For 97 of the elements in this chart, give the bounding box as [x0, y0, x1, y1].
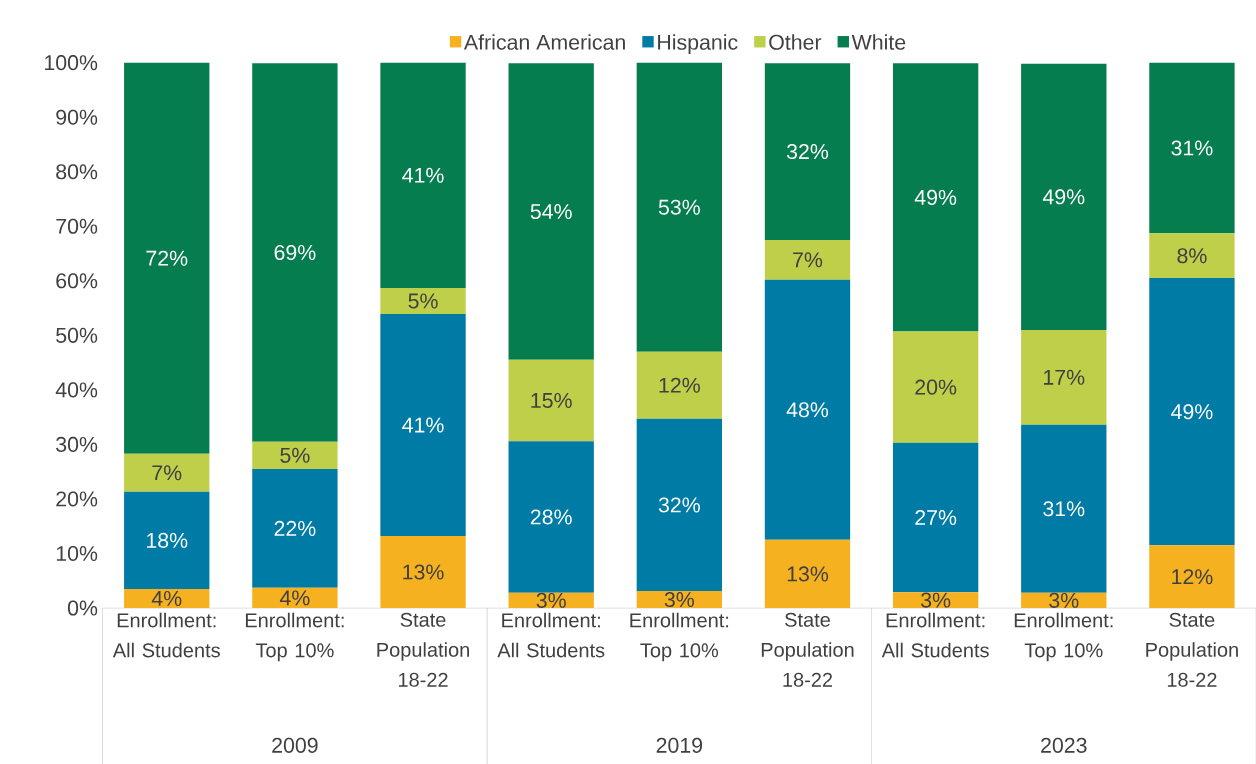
data-label: 5% — [408, 293, 438, 309]
data-label: 13% — [403, 564, 444, 580]
y-tick-label: 50% — [56, 327, 98, 343]
data-label: 32% — [786, 144, 829, 160]
y-tick-label: 100% — [45, 55, 98, 71]
bar — [1149, 233, 1235, 279]
bar — [124, 491, 210, 589]
y-tick-label: 10% — [56, 545, 98, 562]
y-tick-label: 80% — [56, 164, 98, 180]
bar — [764, 63, 851, 240]
bar — [892, 442, 979, 593]
bar — [1149, 545, 1235, 608]
bar — [508, 441, 594, 593]
x-tick-label: Enrollment: Top 10% — [245, 612, 344, 662]
x-tick-label: Enrollment: All Students — [497, 612, 605, 658]
data-label: 49% — [914, 189, 957, 205]
data-label: 5% — [280, 447, 310, 463]
data-label: 49% — [1171, 404, 1213, 420]
data-label: 7% — [793, 252, 823, 268]
data-label: 15% — [531, 392, 572, 408]
data-label: 49% — [1042, 189, 1085, 205]
data-label: 12% — [1172, 569, 1213, 585]
data-label: 32% — [658, 497, 700, 513]
data-label: 69% — [274, 244, 316, 260]
bar — [892, 592, 979, 608]
y-tick-label: 70% — [56, 218, 98, 234]
bar — [380, 536, 466, 608]
y-tick-label: 90% — [56, 109, 98, 125]
bar — [892, 331, 979, 443]
y-tick-label: 30% — [56, 436, 98, 452]
y-tick-label: 40% — [55, 382, 98, 398]
bar — [636, 418, 723, 592]
bar — [764, 279, 851, 540]
bar — [1149, 62, 1235, 234]
bar — [508, 359, 594, 442]
data-label: 12% — [659, 377, 700, 393]
bar — [124, 588, 210, 608]
data-label: 54% — [530, 204, 572, 220]
bar — [636, 591, 723, 608]
bar — [380, 314, 466, 537]
bar — [124, 453, 210, 492]
bar — [1021, 329, 1107, 425]
data-label: 72% — [146, 250, 188, 266]
text: 2019 — [656, 737, 703, 753]
legend-label: Other — [769, 34, 822, 50]
data-label: 53% — [658, 199, 700, 215]
bar — [508, 63, 594, 360]
data-label: 41% — [402, 167, 444, 183]
bar — [892, 63, 979, 332]
data-label: 48% — [786, 402, 829, 418]
data-label: 3% — [664, 592, 694, 608]
data-label: 4% — [151, 590, 182, 606]
data-label: 27% — [915, 509, 957, 525]
bar — [636, 62, 723, 352]
bar — [252, 63, 338, 442]
data-label: 17% — [1044, 369, 1085, 385]
bar — [764, 539, 851, 608]
x-tick-label: State Population 18-22 — [1146, 612, 1238, 687]
data-label: 31% — [1043, 501, 1085, 517]
data-label: 28% — [530, 509, 572, 525]
legend-label: African American — [463, 34, 625, 50]
data-label: 3% — [921, 592, 951, 608]
x-tick-label: State Population 18-22 — [761, 612, 854, 687]
bar — [1021, 63, 1107, 330]
bar — [1149, 278, 1235, 546]
x-tick-label: Enrollment: All Students — [881, 612, 989, 658]
data-label: 13% — [787, 566, 829, 582]
bar — [1021, 424, 1107, 593]
data-label: 18% — [147, 532, 188, 548]
x-tick-label: Enrollment: Top 10% — [1014, 612, 1113, 662]
x-tick-label: Enrollment: All Students — [112, 612, 220, 658]
y-tick-label: 60% — [56, 273, 98, 289]
data-label: 7% — [152, 465, 182, 481]
y-tick-label: 20% — [56, 491, 98, 507]
x-tick-label: State Population 18-22 — [377, 612, 469, 687]
data-label: 4% — [279, 590, 310, 606]
bar — [764, 239, 851, 280]
legend-label: Hispanic — [658, 34, 738, 55]
bar — [252, 468, 338, 588]
data-label: 22% — [274, 520, 316, 536]
data-label: 41% — [402, 417, 444, 433]
data-label: 3% — [536, 592, 566, 608]
bar — [380, 62, 466, 288]
data-label: 31% — [1171, 140, 1213, 156]
y-tick-label: 0% — [67, 600, 98, 616]
data-label: 20% — [915, 379, 957, 395]
bar — [252, 587, 338, 608]
x-tick-label: Enrollment: Top 10% — [630, 612, 729, 662]
bar — [380, 287, 466, 315]
bar — [636, 351, 723, 419]
text: 2023 — [1041, 737, 1087, 753]
bar — [252, 441, 338, 469]
bar — [124, 62, 210, 454]
data-label: 8% — [1177, 248, 1207, 264]
legend-label: White — [851, 34, 906, 50]
data-label: 3% — [1049, 592, 1079, 608]
text: 2009 — [272, 737, 318, 753]
